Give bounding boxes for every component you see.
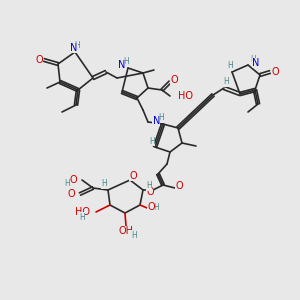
Text: OH: OH (118, 226, 134, 236)
Text: H: H (158, 113, 164, 122)
Text: N: N (70, 43, 78, 53)
Text: H: H (149, 136, 155, 146)
Text: N: N (153, 116, 160, 126)
Text: N: N (252, 58, 260, 68)
Text: O: O (35, 55, 43, 65)
Text: H: H (227, 61, 233, 70)
Text: O: O (69, 175, 77, 185)
Text: O: O (170, 75, 178, 85)
Text: O: O (271, 67, 279, 77)
Text: O: O (129, 171, 137, 181)
Text: HO: HO (75, 207, 90, 217)
Text: HO: HO (178, 91, 193, 101)
Text: H: H (123, 58, 129, 67)
Text: O: O (146, 187, 154, 197)
Text: H: H (223, 77, 229, 86)
Text: H: H (153, 203, 159, 212)
Text: H: H (79, 212, 85, 221)
Text: H: H (64, 178, 70, 188)
Text: O: O (175, 181, 183, 191)
Text: H: H (146, 182, 152, 190)
Text: N: N (118, 60, 125, 70)
Text: H: H (250, 56, 256, 64)
Text: H: H (74, 40, 80, 50)
Text: O: O (147, 202, 155, 212)
Text: H: H (131, 230, 137, 239)
Text: H: H (101, 179, 107, 188)
Text: O: O (68, 189, 75, 199)
